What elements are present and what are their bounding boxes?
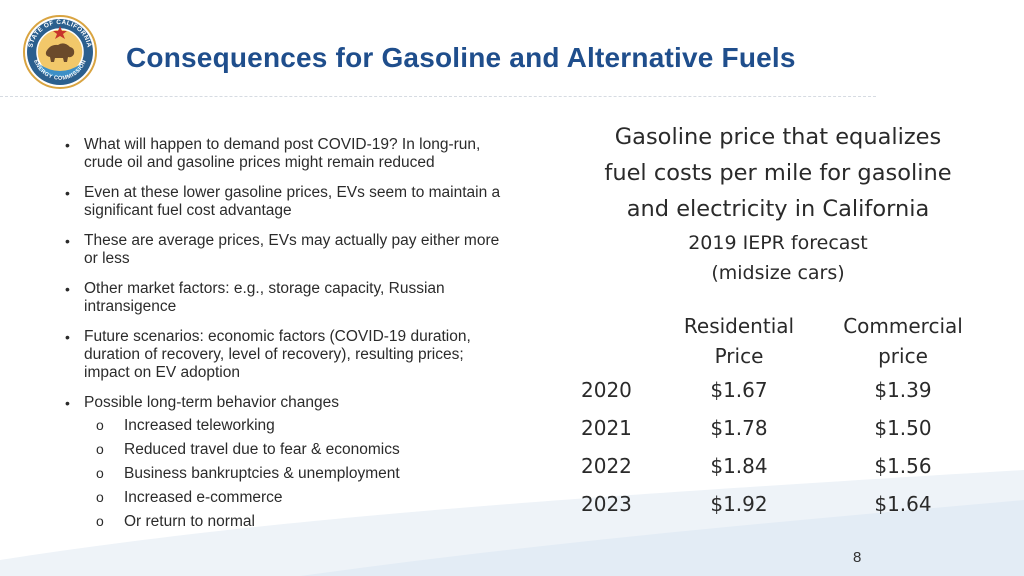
row-residential-price: $1.92 — [710, 492, 768, 516]
bullet-item: These are average prices, EVs may actual… — [62, 232, 512, 268]
table-heading-line: Gasoline price that equalizes — [614, 124, 942, 150]
table-heading-line: fuel costs per mile for gasoline — [604, 160, 952, 186]
bullet-text: Future scenarios: economic factors (COVI… — [84, 328, 471, 381]
sub-bullet-list: Increased teleworking Reduced travel due… — [84, 416, 512, 531]
row-year: 2023 — [581, 492, 632, 516]
page-number: 8 — [853, 549, 862, 566]
row-commercial-price: $1.56 — [874, 454, 932, 478]
slide-title: Consequences for Gasoline and Alternativ… — [126, 42, 796, 73]
bullet-text: Possible long-term behavior changes — [84, 394, 340, 411]
bullet-text: These are average prices, EVs may actual… — [84, 232, 500, 267]
row-year: 2022 — [581, 454, 632, 478]
row-commercial-price: $1.39 — [874, 378, 932, 402]
sub-bullet-item: Increased teleworking — [84, 416, 512, 435]
column-header-line: Residential — [683, 314, 795, 338]
bullet-text: What will happen to demand post COVID-19… — [84, 136, 481, 171]
row-year: 2021 — [581, 416, 632, 440]
row-commercial-price: $1.50 — [874, 416, 932, 440]
title-divider — [0, 96, 876, 97]
row-residential-price: $1.78 — [710, 416, 768, 440]
sub-bullet-item: Or return to normal — [84, 512, 512, 531]
column-header-commercial: Commercial price — [813, 311, 993, 371]
sub-bullet-item: Reduced travel due to fear & economics — [84, 440, 512, 459]
bullet-item: Possible long-term behavior changes Incr… — [62, 394, 512, 531]
sub-bullet-item: Business bankruptcies & unemployment — [84, 464, 512, 483]
column-header-line: Commercial — [843, 314, 963, 338]
row-residential-price: $1.84 — [710, 454, 768, 478]
row-residential-price: $1.67 — [710, 378, 768, 402]
table-heading-line: and electricity in California — [626, 196, 930, 222]
bullet-list: What will happen to demand post COVID-19… — [62, 136, 512, 543]
bullet-text: Even at these lower gasoline prices, EVs… — [84, 184, 501, 219]
column-header-residential: Residential Price — [649, 311, 829, 371]
table-subheading: (midsize cars) — [711, 262, 845, 284]
table-subheading: 2019 IEPR forecast — [688, 232, 868, 254]
row-year: 2020 — [581, 378, 632, 402]
row-commercial-price: $1.64 — [874, 492, 932, 516]
bullet-item: What will happen to demand post COVID-19… — [62, 136, 512, 172]
column-header-line: price — [878, 344, 928, 368]
bullet-item: Other market factors: e.g., storage capa… — [62, 280, 512, 316]
bullet-text: Other market factors: e.g., storage capa… — [84, 280, 445, 315]
column-header-line: Price — [714, 344, 764, 368]
bullet-item: Even at these lower gasoline prices, EVs… — [62, 184, 512, 220]
energy-commission-logo: STATE OF CALIFORNIA ENERGY COMMISSION — [23, 15, 97, 89]
bullet-item: Future scenarios: economic factors (COVI… — [62, 328, 512, 382]
sub-bullet-item: Increased e-commerce — [84, 488, 512, 507]
